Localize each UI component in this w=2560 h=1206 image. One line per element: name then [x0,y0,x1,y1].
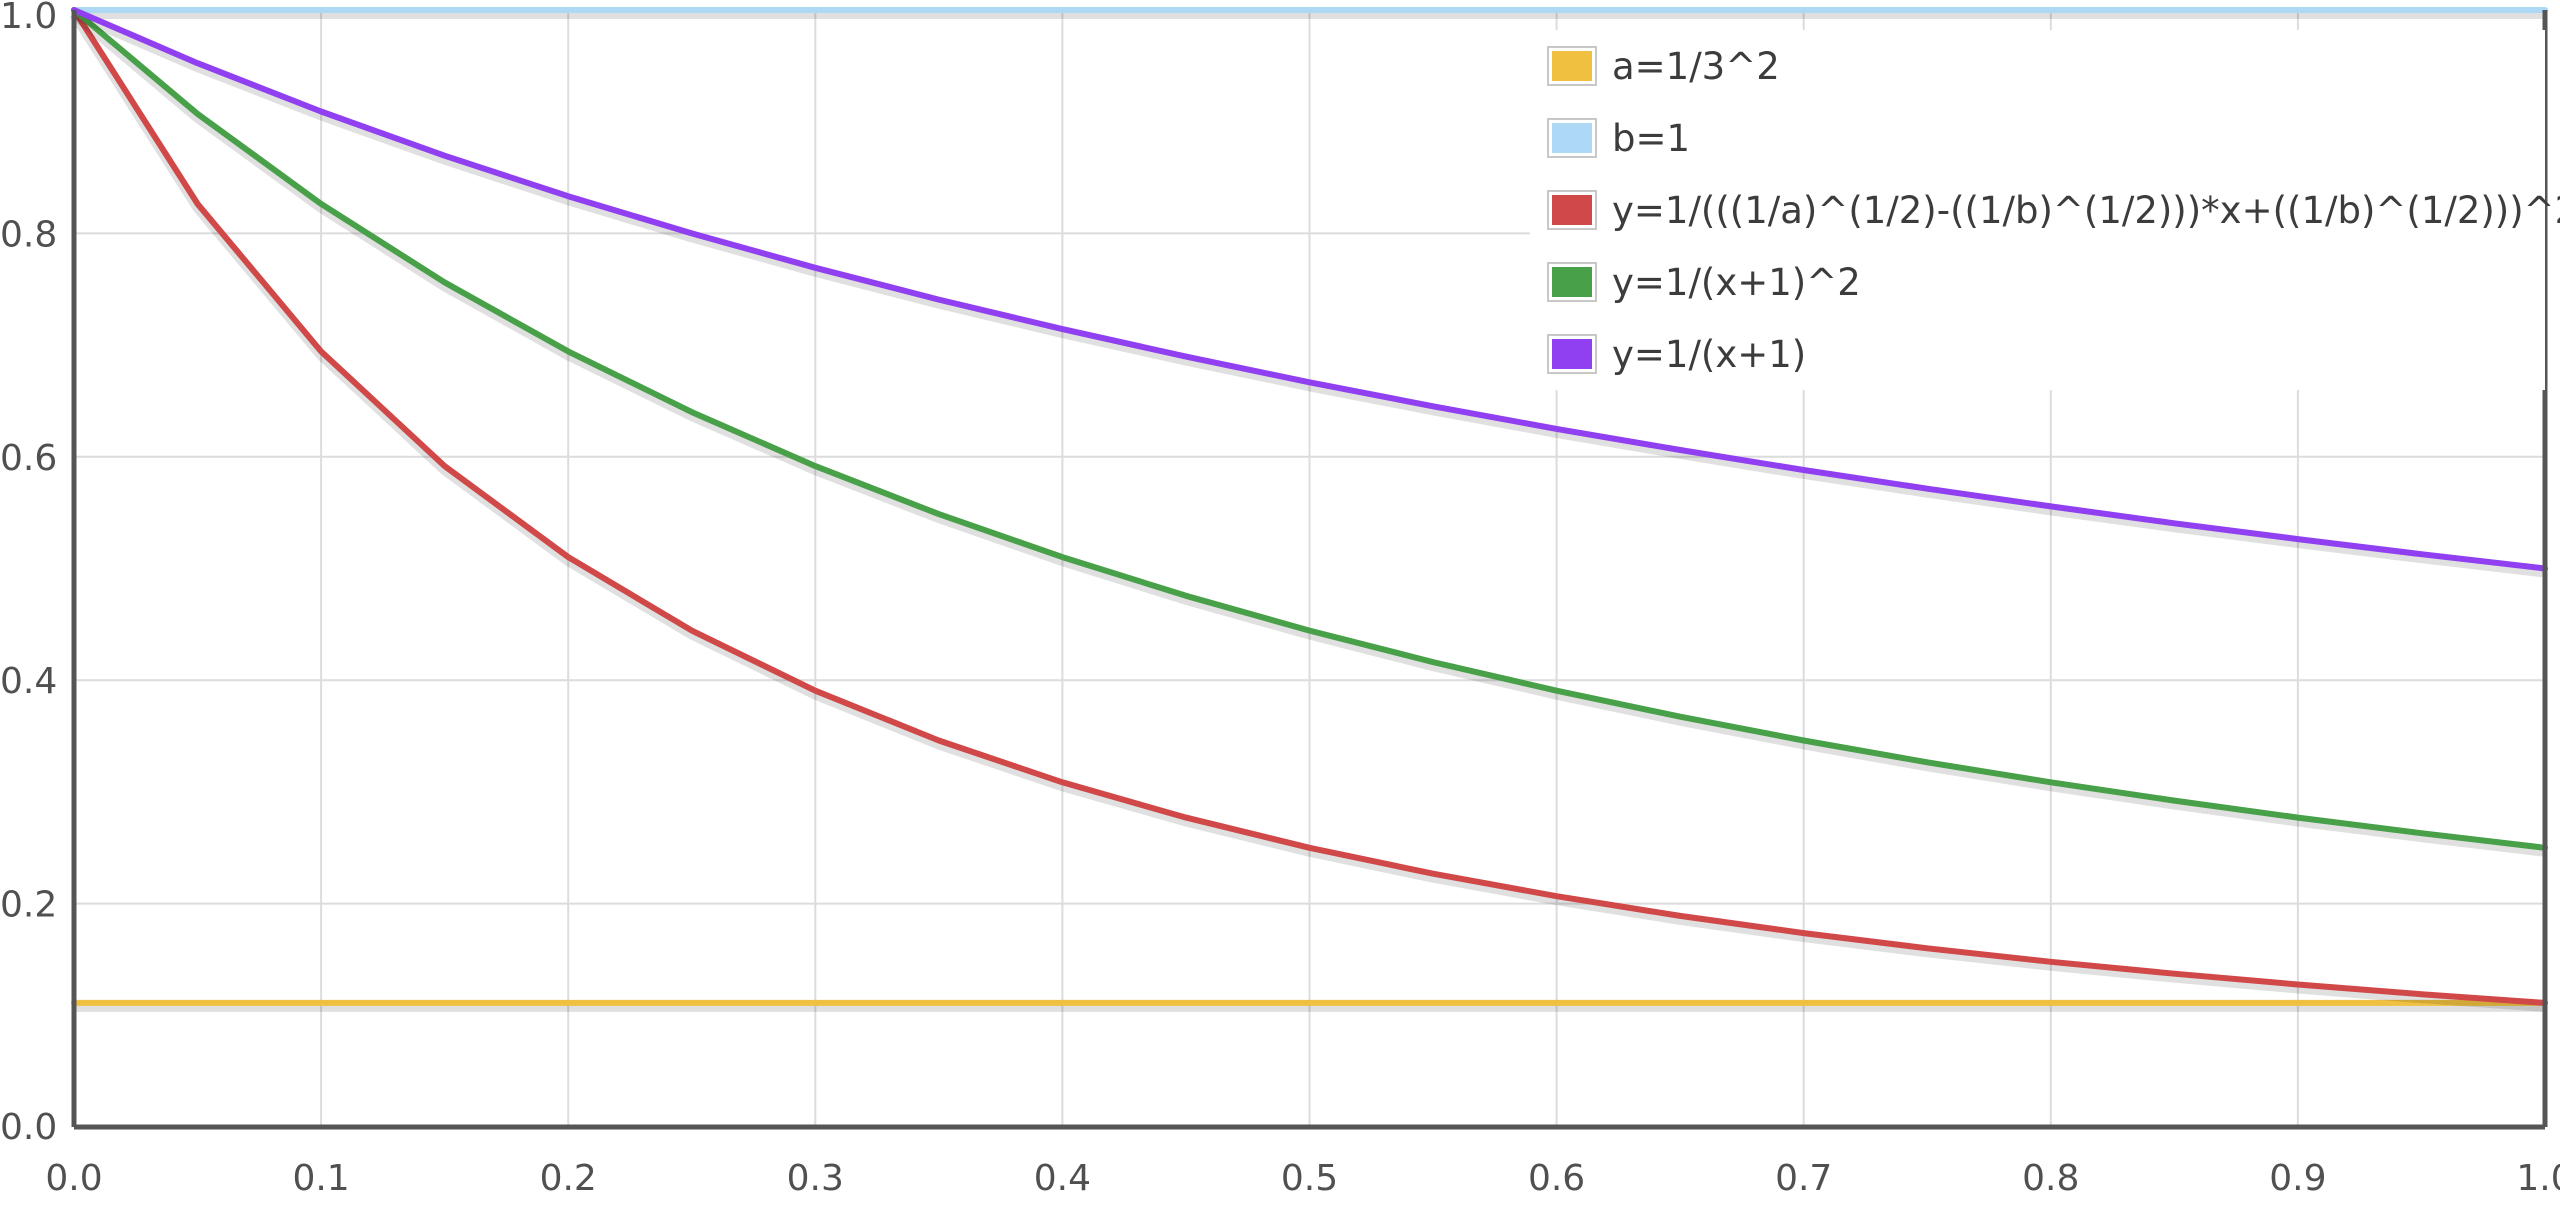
legend-item: y=1/(((1/a)^(1/2)-((1/b)^(1/2)))*x+((1/b… [1547,189,2560,232]
x-tick-label: 0.3 [787,1158,844,1199]
series-line-3 [71,7,2548,851]
y-tick-label: 0.6 [0,438,57,479]
y-tick-label: 1.0 [0,0,57,37]
series-lines [69,7,2548,1012]
legend-label: y=1/(x+1) [1612,333,1806,376]
legend-swatch [1552,195,1592,225]
x-tick-label: 0.5 [1281,1158,1338,1199]
y-tick-label: 0.0 [0,1107,57,1148]
x-tick-label: 0.4 [1034,1158,1091,1199]
x-tick-label: 0.6 [1528,1158,1585,1199]
legend-swatch [1552,123,1592,153]
y-tick-label: 0.8 [0,214,57,255]
series-line-2 [71,7,2548,1006]
legend-swatch [1552,267,1592,297]
series-shadow [72,9,2546,578]
legend-swatch [1552,339,1592,369]
legend-swatch [1552,51,1592,81]
y-tick-label: 0.4 [0,661,57,702]
series-shadow [70,10,2546,857]
series-line-4 [71,7,2548,572]
legend-label: a=1/3^2 [1612,45,1780,88]
legend-item: y=1/(x+1)^2 [1547,261,1861,304]
legend-item: b=1 [1547,117,1690,160]
x-tick-label: 0.1 [292,1158,349,1199]
legend-label: y=1/(((1/a)^(1/2)-((1/b)^(1/2)))*x+((1/b… [1612,189,2560,232]
legend-background [1530,30,2545,390]
series-shadow [69,11,2546,1012]
x-tick-label: 0.9 [2269,1158,2326,1199]
legend-item: y=1/(x+1) [1547,333,1806,376]
x-tick-label: 0.7 [1775,1158,1832,1199]
legend-label: b=1 [1612,117,1690,160]
x-tick-label: 1.0 [2516,1158,2560,1199]
legend-label: y=1/(x+1)^2 [1612,261,1861,304]
x-tick-label: 0.2 [540,1158,597,1199]
legend-item: a=1/3^2 [1547,45,1780,88]
x-tick-label: 0.8 [2022,1158,2079,1199]
legend: a=1/3^2 b=1 y=1/(((1/a)^(1/2)-((1/b)^(1/2)… [1530,30,2560,390]
y-tick-label: 0.2 [0,885,57,926]
x-tick-label: 0.0 [45,1158,102,1199]
